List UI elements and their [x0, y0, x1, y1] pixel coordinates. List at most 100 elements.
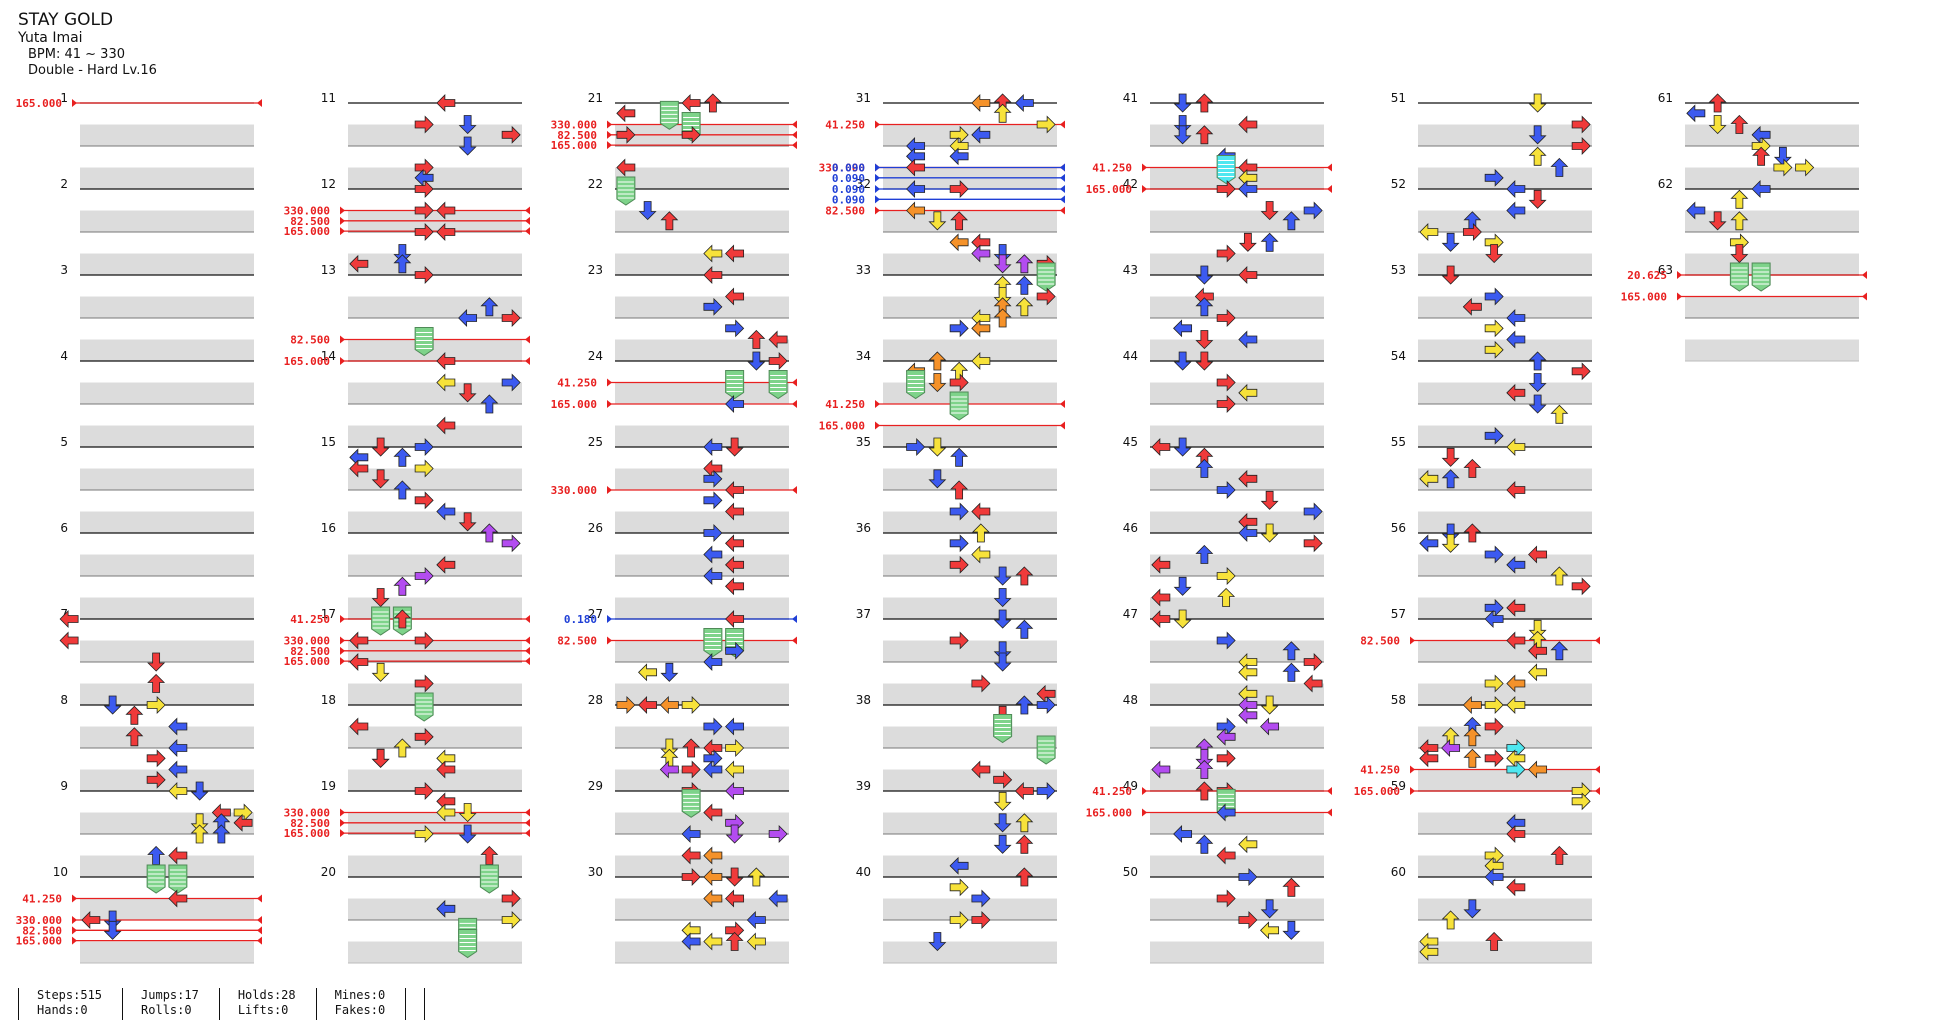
beat-band — [883, 425, 1057, 447]
left-arrow — [436, 502, 456, 521]
right-arrow — [1484, 168, 1504, 187]
marker-tick-right — [257, 926, 262, 935]
down-arrow — [993, 834, 1012, 854]
left-arrow — [971, 233, 991, 252]
left-arrow — [1014, 94, 1034, 112]
marker-tick-left — [607, 130, 612, 139]
right-arrow — [1036, 115, 1056, 134]
right-arrow — [1571, 137, 1591, 155]
beat-band — [1418, 296, 1592, 318]
left-arrow — [906, 180, 926, 198]
down-arrow — [725, 867, 744, 887]
marker-tick-left — [875, 185, 880, 193]
up-arrow — [1015, 566, 1034, 586]
down-arrow — [1485, 244, 1504, 264]
left-arrow — [746, 932, 766, 951]
left-arrow — [1506, 330, 1526, 349]
beat-band — [1150, 511, 1324, 533]
marker-tick-left — [340, 335, 345, 344]
hold-body — [1036, 735, 1056, 765]
right-arrow — [1484, 696, 1504, 714]
hold-body — [1729, 262, 1749, 292]
marker-tick-left — [607, 120, 612, 129]
down-arrow — [747, 351, 766, 371]
marker-tick-left — [1677, 292, 1682, 301]
down-arrow — [993, 609, 1012, 629]
left-arrow — [1419, 534, 1439, 553]
up-arrow — [1550, 404, 1569, 424]
stat-jumps: Jumps:17 — [141, 988, 199, 1002]
down-arrow — [725, 437, 744, 457]
marker-tick-left — [72, 894, 77, 903]
marker-tick-right — [792, 120, 797, 129]
left-arrow — [1484, 868, 1504, 886]
left-arrow — [1260, 921, 1280, 940]
left-arrow — [1528, 641, 1548, 660]
beat-band — [348, 511, 522, 533]
left-arrow — [1173, 825, 1193, 843]
left-arrow — [1036, 684, 1056, 703]
left-arrow — [1260, 717, 1280, 736]
stat-hands: Hands:0 — [37, 1003, 88, 1017]
measure-number: 58 — [1391, 693, 1406, 707]
bpm-label: 41.250 — [557, 377, 597, 390]
measure-number: 11 — [321, 91, 336, 105]
up-arrow — [1463, 458, 1482, 478]
beat-band — [1418, 167, 1592, 189]
beat-band — [615, 511, 789, 533]
down-arrow — [1260, 899, 1279, 919]
beat-band — [1150, 339, 1324, 361]
marker-tick-right — [1327, 808, 1332, 817]
left-arrow — [1506, 631, 1526, 650]
stat-mines: Mines:0 — [334, 988, 386, 1002]
right-arrow — [1216, 481, 1236, 499]
left-arrow — [1686, 201, 1706, 220]
beat-band — [1418, 855, 1592, 877]
down-arrow — [1173, 93, 1192, 113]
marker-tick-right — [1595, 765, 1600, 774]
left-arrow — [349, 254, 369, 273]
marker-tick-right — [1060, 163, 1065, 172]
measure-number: 30 — [588, 865, 603, 879]
beat-band — [80, 210, 254, 232]
left-arrow — [725, 717, 745, 736]
left-arrow — [725, 481, 745, 499]
beat-band — [615, 640, 789, 662]
measure-number: 22 — [588, 177, 603, 191]
marker-tick-left — [1677, 271, 1682, 279]
stats-panel: Steps:515 Hands:0 Jumps:17 Rolls:0 Holds… — [18, 988, 426, 1022]
left-arrow — [906, 158, 926, 177]
right-arrow — [703, 524, 723, 542]
down-arrow — [1773, 146, 1792, 166]
down-arrow — [993, 566, 1012, 586]
beat-band — [615, 726, 789, 748]
marker-tick-left — [1410, 787, 1415, 795]
left-arrow — [1303, 674, 1323, 693]
beat-band — [615, 683, 789, 705]
beat-band — [883, 640, 1057, 662]
measure-number: 55 — [1391, 435, 1406, 449]
marker-tick-right — [525, 829, 530, 838]
right-arrow — [681, 760, 701, 779]
marker-tick-right — [525, 657, 530, 666]
down-arrow — [1195, 265, 1214, 285]
left-arrow — [1238, 524, 1258, 542]
hold-body — [414, 327, 434, 357]
beat-band — [883, 339, 1057, 361]
beat-band — [80, 769, 254, 791]
bpm-label: 41.250 — [1092, 785, 1132, 798]
down-arrow — [190, 813, 209, 833]
bpm-label: 41.250 — [22, 893, 62, 906]
beat-band — [80, 597, 254, 619]
stop-label: 0.090 — [832, 162, 865, 175]
right-arrow — [414, 491, 434, 510]
hold-note — [768, 370, 788, 400]
beat-band — [80, 425, 254, 447]
down-arrow — [371, 469, 390, 489]
up-arrow — [1441, 469, 1460, 489]
right-arrow — [1571, 115, 1591, 134]
right-arrow — [768, 352, 788, 370]
beat-band — [615, 812, 789, 834]
left-arrow — [233, 813, 253, 832]
beat-band — [615, 769, 789, 791]
